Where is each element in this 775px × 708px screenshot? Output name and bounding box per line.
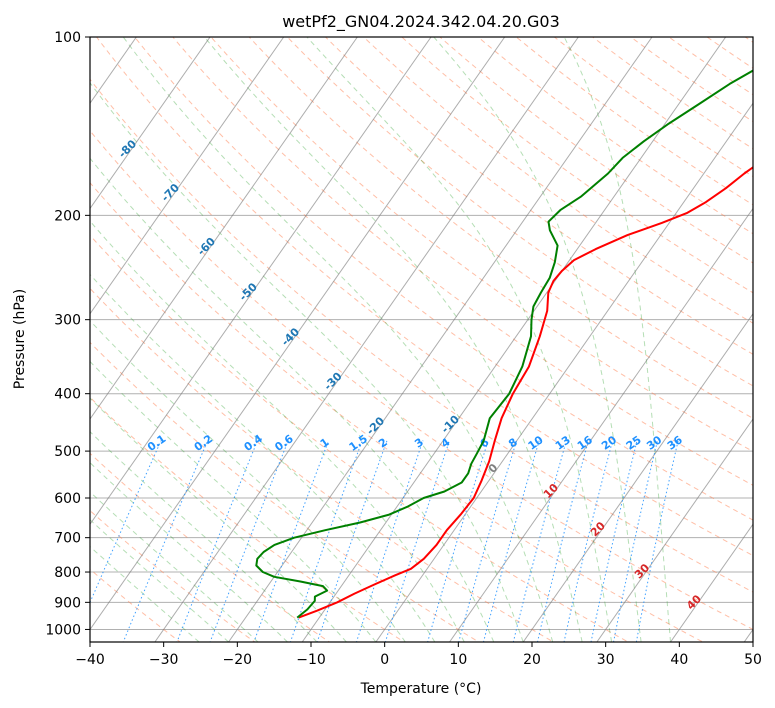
moist-adiabat <box>90 220 465 642</box>
mixing-ratio-line <box>590 440 638 642</box>
skewed-isotherm <box>670 523 753 642</box>
mixing-ratio-line <box>427 440 489 642</box>
dry-adiabat <box>95 37 753 557</box>
y-tick-label: 700 <box>54 531 81 547</box>
moist-adiabat <box>90 157 495 642</box>
skewed-isotherm <box>596 418 753 642</box>
y-tick-label: 800 <box>54 565 81 581</box>
dry-adiabat <box>324 37 753 355</box>
mixing-ratio-line <box>512 440 567 642</box>
dry-adiabat <box>439 37 753 264</box>
dry-adiabat <box>90 509 256 642</box>
dry-adiabat <box>286 37 753 387</box>
plot-frame <box>89 36 754 643</box>
moist-adiabat <box>306 37 613 642</box>
skewed-isotherm <box>375 102 753 642</box>
moist-adiabat <box>90 273 436 642</box>
dry-adiabat <box>362 37 753 324</box>
y-axis-label: Pressure (hPa) <box>12 289 28 389</box>
dry-adiabat <box>172 37 753 486</box>
y-tick-label: 300 <box>54 313 81 329</box>
mixing-ratio-line <box>536 440 589 642</box>
temperature-profile <box>298 166 753 619</box>
dry-adiabat <box>90 234 630 642</box>
y-tick-label: 500 <box>54 444 81 460</box>
dry-adiabat <box>90 341 480 642</box>
mixing-ratio-line <box>482 440 540 642</box>
x-tick-label: −20 <box>223 652 253 668</box>
dry-adiabat <box>591 37 753 150</box>
mixing-ratio-line <box>289 440 363 642</box>
skewed-isotherm <box>90 37 506 631</box>
x-tick-label: 10 <box>449 652 467 668</box>
moist-adiabat <box>90 545 200 642</box>
mixing-ratio-line <box>122 440 209 642</box>
mixing-ratio-line <box>635 440 679 642</box>
x-tick-label: −30 <box>149 652 179 668</box>
moist-adiabat <box>90 320 406 642</box>
y-axis-ticks: 100 200 300 400 500 600 700 800 900 1000 <box>45 30 90 638</box>
skewed-isotherm <box>90 37 211 210</box>
mixing-ratio-line <box>316 440 388 642</box>
x-tick-label: 20 <box>523 652 541 668</box>
mixing-ratio-line <box>384 440 450 642</box>
x-axis-label: Temperature (°C) <box>360 681 482 697</box>
x-tick-label: 50 <box>744 652 762 668</box>
x-tick-label: −10 <box>296 652 326 668</box>
moist-adiabat <box>90 430 318 642</box>
moist-adiabat <box>122 37 554 642</box>
mixing-ratio-line <box>613 440 658 642</box>
sounding-profiles <box>255 69 753 619</box>
x-tick-label: 40 <box>670 652 688 668</box>
mixing-ratio-line <box>90 440 162 604</box>
x-tick-label: −40 <box>75 652 105 668</box>
y-tick-label: 900 <box>54 595 81 611</box>
skewed-isotherm <box>154 37 579 642</box>
y-tick-label: 200 <box>54 208 81 224</box>
x-axis-ticks: −40 −30 −20 −10 0 10 20 30 40 50 <box>75 642 762 668</box>
moist-adiabat <box>204 37 583 642</box>
dry-adiabat <box>210 37 753 453</box>
skewed-isotherm <box>90 37 432 526</box>
mixing-ratio-line <box>458 440 518 642</box>
skewed-isotherm <box>228 37 653 642</box>
moist-adiabat <box>433 37 642 642</box>
y-tick-label: 100 <box>54 30 81 46</box>
y-tick-label: 600 <box>54 491 81 507</box>
mixing-ratio-line <box>563 440 613 642</box>
y-tick-label: 400 <box>54 387 81 403</box>
skewed-isotherm <box>90 37 358 420</box>
dry-adiabat <box>90 78 753 593</box>
y-tick-label: 1000 <box>45 622 81 638</box>
skewed-isotherm <box>449 207 753 642</box>
dry-adiabat <box>553 37 753 178</box>
moist-adiabat <box>90 519 229 642</box>
skewed-isotherm <box>301 37 727 642</box>
skewed-isotherm <box>90 37 285 315</box>
x-tick-label: 0 <box>380 652 389 668</box>
dry-adiabat <box>134 37 753 521</box>
dry-adiabat <box>477 37 753 235</box>
chart-title: wetPf2_GN04.2024.342.04.20.G03 <box>282 12 560 32</box>
mixing-ratio-line <box>253 440 330 642</box>
mixing-ratio-line <box>355 440 424 642</box>
x-tick-label: 30 <box>597 652 615 668</box>
skewed-isotherm <box>522 312 753 642</box>
reference-lines <box>90 37 753 642</box>
moist-adiabat <box>563 37 671 642</box>
moist-adiabat <box>90 397 347 642</box>
dewpoint-profile <box>255 69 753 619</box>
dry-adiabat <box>90 287 555 642</box>
